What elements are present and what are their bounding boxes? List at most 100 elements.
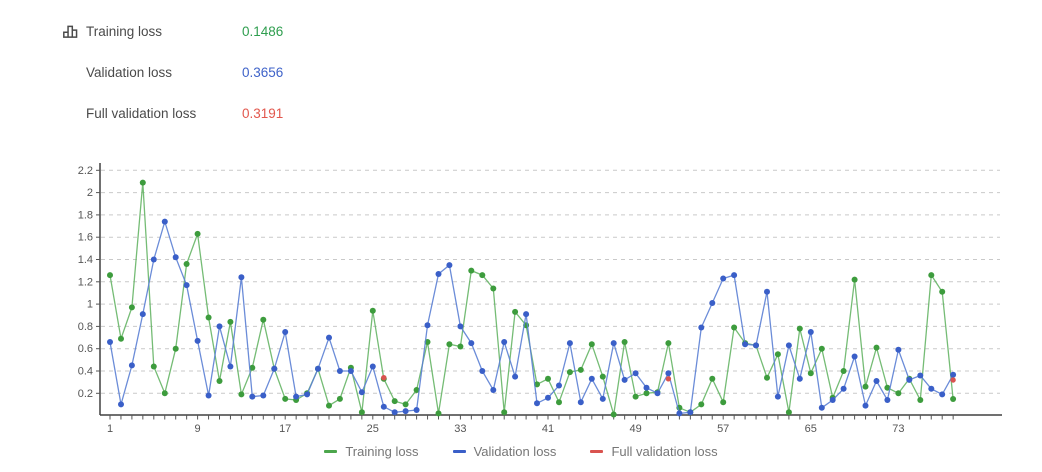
validation-loss-point: [753, 342, 759, 349]
metric-value: 0.3656: [242, 64, 284, 80]
training-loss-point: [172, 345, 179, 352]
validation-loss-point: [577, 399, 584, 406]
training-loss-point: [873, 344, 880, 351]
validation-loss-point: [282, 329, 289, 335]
training-loss-point: [326, 402, 332, 409]
validation-loss-point: [457, 323, 464, 330]
validation-loss-point: [621, 376, 628, 383]
training-loss-point: [446, 341, 453, 348]
training-loss-point: [665, 340, 672, 347]
training-loss-point: [118, 335, 124, 342]
validation-loss-point: [512, 373, 519, 380]
training-loss-point: [545, 375, 551, 382]
validation-loss-point: [610, 340, 617, 347]
validation-loss-point: [566, 340, 573, 347]
training-loss-point: [391, 398, 398, 405]
full-validation-loss-dash-icon: [590, 450, 604, 453]
validation-loss-point: [391, 409, 398, 416]
training-loss-point: [227, 318, 234, 325]
metric-label: Full validation loss: [86, 105, 197, 121]
svg-text:1: 1: [107, 423, 113, 435]
legend-item-training-loss[interactable]: Training loss: [324, 444, 419, 459]
training-loss-point: [785, 409, 792, 416]
training-loss-point: [720, 399, 727, 406]
training-loss-dash-icon: [324, 450, 338, 453]
validation-loss-point: [369, 363, 376, 370]
training-loss-point: [457, 343, 464, 350]
training-loss-point: [194, 230, 201, 237]
full-validation-loss-point: [665, 376, 672, 382]
metric-label: Training loss: [86, 23, 163, 39]
full-validation-loss-point: [381, 375, 387, 381]
training-loss-point: [205, 314, 212, 321]
legend-label: Training loss: [345, 444, 419, 459]
validation-loss-point: [720, 275, 727, 282]
validation-loss-point: [556, 382, 562, 389]
validation-loss-point: [128, 362, 135, 369]
validation-loss-point: [534, 400, 540, 407]
training-loss-point: [358, 409, 365, 416]
validation-loss-point: [271, 365, 278, 372]
validation-loss-point: [194, 337, 201, 344]
metric-value: 0.1486: [242, 23, 284, 39]
training-loss-point: [413, 387, 420, 393]
training-loss-point: [807, 370, 814, 377]
validation-loss-point: [172, 254, 179, 261]
validation-loss-point: [862, 402, 869, 409]
validation-loss-point: [785, 342, 792, 349]
training-loss-point: [369, 307, 376, 314]
validation-loss-point: [632, 370, 639, 377]
validation-loss-point: [698, 324, 705, 331]
validation-loss-point: [676, 410, 683, 417]
training-loss-point: [402, 401, 409, 408]
training-loss-point: [709, 375, 716, 382]
legend-item-full-validation-loss[interactable]: Full validation loss: [590, 444, 718, 459]
validation-loss-point: [413, 407, 420, 413]
validation-loss-point: [249, 393, 256, 400]
validation-loss-point: [917, 372, 924, 379]
validation-loss-point: [599, 395, 606, 402]
full-validation-loss-series: [381, 375, 956, 383]
validation-loss-point: [161, 218, 168, 225]
validation-loss-dash-icon: [452, 450, 466, 453]
legend-item-validation-loss[interactable]: Validation loss: [452, 444, 557, 459]
svg-text:33: 33: [454, 423, 466, 435]
validation-loss-line: [109, 219, 954, 415]
validation-loss-point: [709, 300, 716, 306]
gridlines: [101, 169, 1000, 394]
svg-text:0.6: 0.6: [78, 343, 93, 355]
metrics-header: Training loss 0.1486 Validation loss 0.3…: [62, 20, 283, 143]
training-loss-point: [479, 272, 486, 279]
svg-text:41: 41: [542, 423, 554, 435]
validation-loss-point: [358, 389, 365, 396]
svg-text:1.6: 1.6: [78, 232, 93, 244]
y-axis-ticks: 0.2 0.4 0.6 0.8 1 1.2 1.4 1.6 1.8 2 2.2: [78, 165, 100, 400]
validation-loss-point: [764, 288, 770, 295]
chart-legend: Training loss Validation loss Full valid…: [0, 444, 1042, 459]
metric-row-full-validation-loss: Full validation loss 0.3191: [62, 102, 283, 124]
svg-text:1.2: 1.2: [78, 276, 93, 288]
validation-loss-point: [501, 339, 508, 345]
validation-loss-point: [687, 409, 694, 416]
full-validation-loss-point: [950, 377, 956, 383]
validation-loss-point: [523, 311, 530, 318]
validation-loss-point: [326, 334, 332, 341]
svg-text:1.8: 1.8: [78, 209, 93, 221]
legend-label: Validation loss: [473, 444, 557, 459]
training-loss-point: [238, 391, 245, 398]
training-loss-point: [632, 393, 639, 400]
validation-loss-point: [150, 256, 157, 263]
validation-loss-point: [336, 368, 343, 374]
validation-loss-point: [107, 339, 113, 345]
validation-loss-point: [818, 404, 825, 411]
metric-value: 0.3191: [242, 105, 284, 121]
validation-loss-point: [654, 390, 661, 397]
bar-chart-icon: [63, 25, 78, 38]
training-loss-point: [435, 410, 442, 417]
validation-loss-point: [742, 341, 749, 348]
validation-loss-point: [424, 322, 431, 329]
training-loss-point: [643, 390, 650, 397]
metric-row-training-loss: Training loss 0.1486: [62, 20, 283, 42]
training-loss-point: [884, 384, 891, 391]
